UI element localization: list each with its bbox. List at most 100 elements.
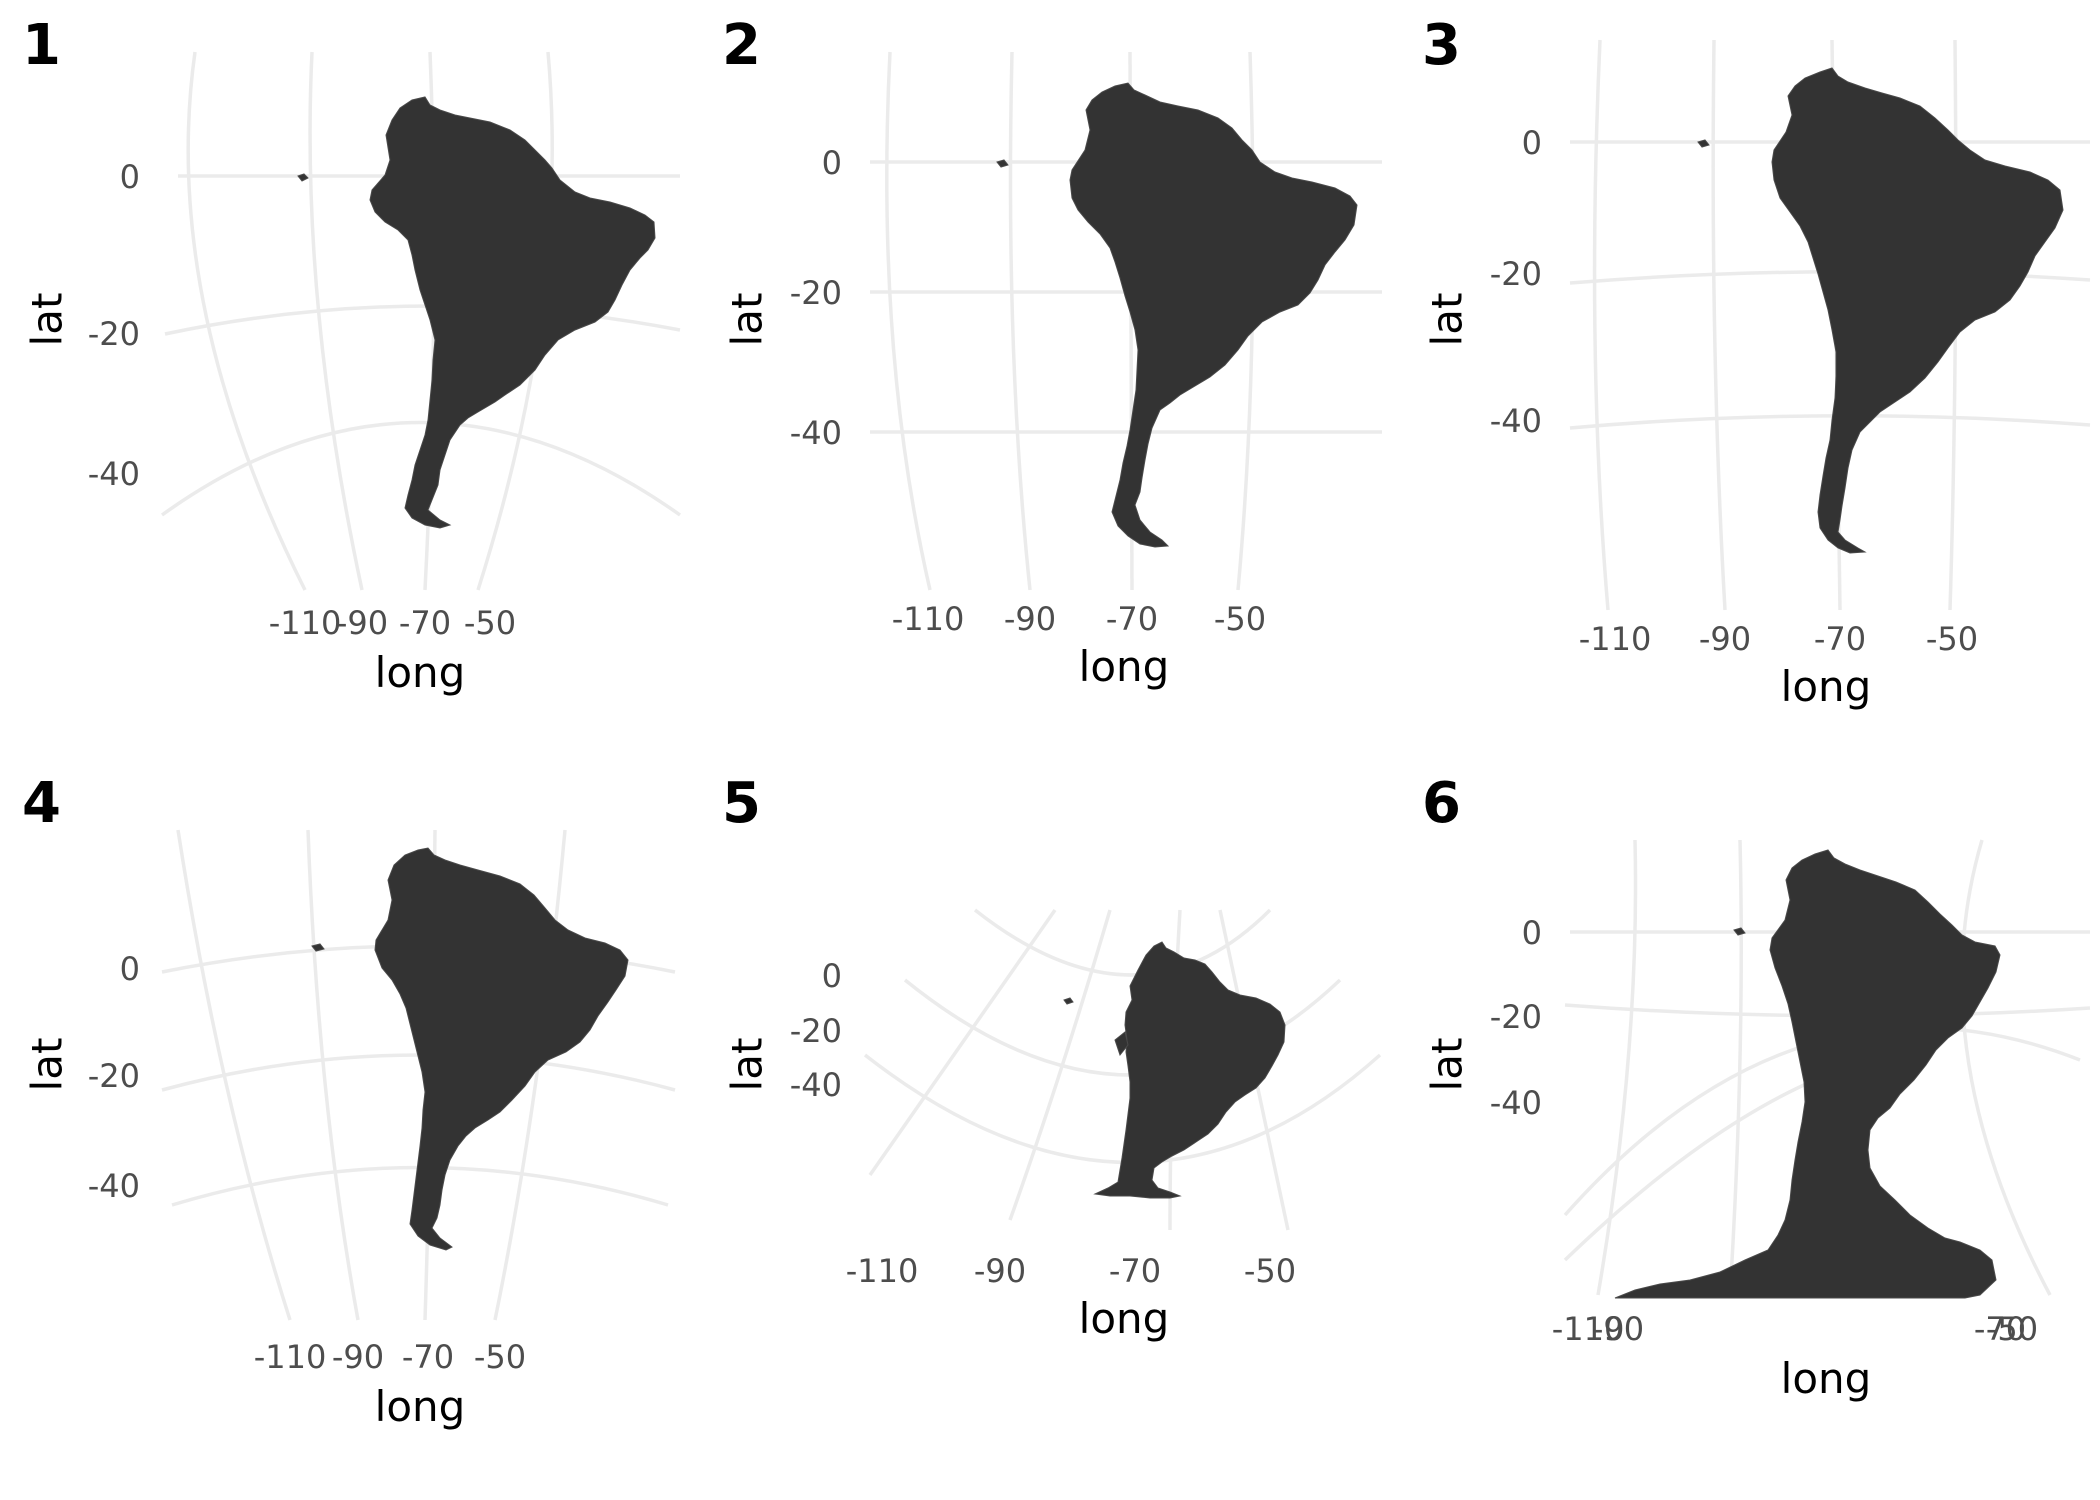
x-axis-label: long	[374, 1382, 466, 1431]
y-tick-label: -20	[790, 1012, 842, 1050]
y-tick-label: 0	[120, 950, 140, 988]
gridline-long-90	[306, 829, 360, 1321]
gridline-long-70	[1728, 839, 1743, 1296]
gridline-lat-40	[160, 420, 682, 517]
x-tick-label: -90	[1592, 1310, 1644, 1348]
x-tick-label: -90	[332, 1338, 384, 1376]
gridline-lat-0	[973, 908, 1272, 977]
x-tick-label: -90	[1004, 600, 1056, 638]
y-tick-label: -20	[790, 274, 842, 312]
x-tick-label: -110	[254, 1338, 327, 1376]
galapagos-islands	[996, 159, 1009, 168]
gridline-long-90	[1008, 909, 1112, 1221]
y-axis-label: lat	[22, 1037, 72, 1092]
map-plot: 0 -20 -40 -110 -90 -70 -50	[88, 51, 682, 642]
map-plot: 0 -20 -40 -110 -90 -70 -50	[1490, 839, 2091, 1348]
x-axis-ticks: -110 -90 -70 -50	[1552, 1310, 2038, 1348]
x-axis-ticks: -110 -90 -70 -50	[269, 604, 516, 642]
x-tick-label: -70	[1974, 1310, 2026, 1348]
panel-tag: 1	[22, 13, 61, 78]
south-america-landmass	[1069, 82, 1358, 548]
south-america-landmass	[1771, 67, 2064, 554]
gridline-lat-40	[1569, 413, 2091, 430]
gridline-long-110	[1592, 39, 1610, 611]
map-panel-1: 1 0 -20 -40 -110 -90 -70 -50 lat long	[0, 0, 700, 750]
x-tick-label: -90	[1699, 620, 1751, 658]
galapagos-islands	[1733, 927, 1746, 936]
gridline-long-110	[186, 51, 307, 591]
y-axis-ticks: 0 -20 -40	[790, 957, 842, 1104]
x-axis-ticks: -110 -90 -70 -50	[1579, 620, 1978, 658]
x-tick-label: -70	[399, 604, 451, 642]
y-tick-label: 0	[1522, 124, 1542, 162]
galapagos-islands	[1063, 997, 1074, 1005]
x-tick-label: -110	[1552, 1310, 1625, 1348]
south-america-landmass	[1093, 941, 1286, 1199]
gridline-long-90	[1711, 39, 1727, 611]
y-tick-label: 0	[822, 957, 842, 995]
x-axis-label: long	[374, 648, 466, 697]
gridline-lat-20	[164, 304, 681, 336]
y-axis-label: lat	[22, 292, 72, 347]
x-tick-label: -110	[1579, 620, 1652, 658]
gridline-long-110	[868, 908, 1057, 1177]
x-tick-label: -50	[474, 1338, 526, 1376]
south-america-west-coast	[1114, 1031, 1129, 1057]
panel-tag: 4	[22, 771, 61, 836]
y-tick-label: -40	[1490, 1084, 1542, 1122]
x-tick-label: -50	[1214, 600, 1266, 638]
y-axis-ticks: 0 -20 -40	[1490, 124, 1542, 440]
x-tick-label: -50	[1926, 620, 1978, 658]
y-axis-ticks: 0 -20 -40	[790, 144, 842, 452]
x-tick-label: -70	[1106, 600, 1158, 638]
x-tick-label: -50	[1244, 1252, 1296, 1290]
x-axis-label: long	[1078, 642, 1170, 691]
x-tick-label: -90	[336, 604, 388, 642]
map-plot: 0 -20 -40 -110 -90 -70 -50	[88, 829, 676, 1376]
panel-tag: 3	[1422, 13, 1461, 78]
galapagos-islands	[311, 943, 325, 952]
y-axis-ticks: 0 -20 -40	[88, 950, 140, 1205]
panel-tag: 2	[722, 13, 761, 78]
y-tick-label: -40	[88, 455, 140, 493]
y-tick-label: -40	[88, 1167, 140, 1205]
y-tick-label: 0	[120, 158, 140, 196]
galapagos-islands	[1697, 139, 1710, 148]
map-panel-6: 6 0 -20 -40 -110 -90 -70 -50 lat long	[1400, 750, 2100, 1500]
map-panel-4: 4 0 -20 -40 -110 -90 -70 -50 lat long	[0, 750, 700, 1500]
gridline-lat-20	[161, 1053, 676, 1092]
y-axis-label: lat	[722, 292, 772, 347]
south-america-landmass	[1614, 849, 2001, 1299]
panel-tag: 6	[1422, 771, 1461, 836]
y-tick-label: -40	[790, 1066, 842, 1104]
x-tick-label: -110	[892, 600, 965, 638]
x-axis-label: long	[1780, 1354, 1872, 1403]
y-axis-ticks: 0 -20 -40	[1490, 914, 1542, 1122]
map-plot: 0 -20 -40 -110 -90 -70 -50	[790, 51, 1382, 638]
gridline-long-50	[493, 829, 567, 1321]
x-axis-label: long	[1780, 662, 1872, 711]
y-tick-label: -20	[1490, 998, 1542, 1036]
gridline-long-110	[885, 51, 932, 591]
y-axis-ticks: 0 -20 -40	[88, 158, 140, 493]
y-tick-label: -40	[1490, 402, 1542, 440]
x-tick-label: -70	[1814, 620, 1866, 658]
gridline-long-110	[1563, 1078, 1816, 1262]
gridline-long-90	[1008, 51, 1032, 591]
x-axis-label: long	[1078, 1294, 1170, 1343]
x-axis-ticks: -110 -90 -70 -50	[892, 600, 1266, 638]
map-plot: 0 -20 -40 -110 -90 -70 -50	[790, 908, 1382, 1290]
x-tick-label: -110	[269, 604, 342, 642]
map-panel-3: 3 0 -20 -40 -110 -90 -70 -50 lat long	[1400, 0, 2100, 750]
x-tick-label: -90	[974, 1252, 1026, 1290]
panel-tag: 5	[722, 771, 761, 836]
gridline-long-50	[1236, 51, 1255, 591]
x-tick-label: -110	[846, 1252, 919, 1290]
y-axis-label: lat	[1422, 1037, 1472, 1092]
x-tick-label: -50	[464, 604, 516, 642]
y-axis-label: lat	[1422, 292, 1472, 347]
map-plot: 0 -20 -40 -110 -90 -70 -50	[1490, 39, 2091, 658]
x-tick-label: -70	[1109, 1252, 1161, 1290]
x-tick-label: -50	[1986, 1310, 2038, 1348]
y-axis-label: lat	[722, 1037, 772, 1092]
